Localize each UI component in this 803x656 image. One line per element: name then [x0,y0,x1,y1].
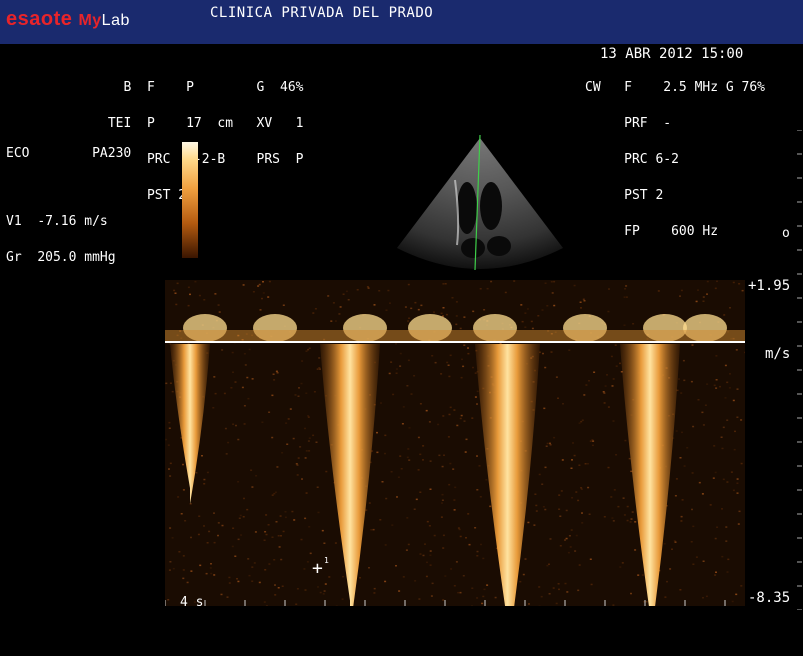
doppler-jet [620,344,680,606]
velocity-scale-top: +1.95 [748,278,791,294]
top-bar [0,0,803,44]
cursor-line [474,134,481,271]
param-line: FP 600 Hz [585,224,719,239]
gradient-value: 205.0 mmHg [37,250,116,265]
focus-marker: o [782,226,790,241]
gradient-label: Gr [6,250,22,265]
sweep-time-label: 4 s [180,595,204,610]
param-line: PST 2 [100,188,187,203]
gray-map-colorbar [182,142,198,258]
echo-sector-image [397,134,563,271]
param-line: B F P G 46% [100,80,304,95]
upper-band [165,330,745,342]
cw-doppler-parameters: CW F 2.5 MHz G 76% PRF - PRC 6-2 PST 2 F… [585,58,765,250]
v1-label: V1 [6,214,22,229]
param-line: PRF - [585,116,672,131]
exam-datetime: 13 ABR 2012 15:00 [600,46,744,62]
param-line: PST 2 [585,188,664,203]
doppler-jet [320,344,380,606]
doppler-jet [170,344,210,504]
param-line: TEI P 17 cm XV 1 [100,116,304,131]
param-line: CW F 2.5 MHz G 76% [585,80,766,95]
esaote-mylab-logo: esaote MyLab [6,8,130,30]
param-line: PRC 6-2 [585,152,679,167]
velocity-scale-bottom: -8.35 [748,590,791,606]
measurement-caliper-cross[interactable]: + [312,558,323,579]
v1-value: -7.16 m/s [37,214,108,229]
cw-doppler-spectrum [165,280,745,606]
probe-label: PA230 [92,146,132,161]
b-mode-parameters: B F P G 46% TEI P 17 cm XV 1 PRC 7-2-B P… [100,58,304,214]
depth-ticks [797,130,802,610]
doppler-jet [475,344,540,606]
caliper-number: 1 [324,556,329,565]
mode-info: ECO PA230 [6,146,132,161]
clinic-name: CLINICA PRIVADA DEL PRADO [210,5,434,21]
velocity-measurement: V1 -7.16 m/s Gr 205.0 mmHg [6,192,116,276]
velocity-scale-unit: m/s [765,346,791,362]
mode-label: ECO [6,146,30,161]
